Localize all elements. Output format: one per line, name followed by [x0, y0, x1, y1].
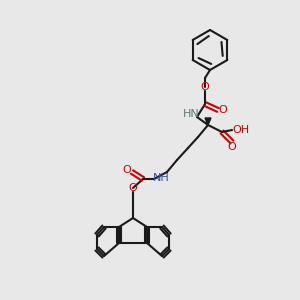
- Text: HN: HN: [183, 109, 200, 119]
- Text: O: O: [228, 142, 236, 152]
- Text: OH: OH: [232, 125, 250, 135]
- Text: O: O: [201, 82, 209, 92]
- Text: O: O: [123, 165, 131, 175]
- Text: O: O: [219, 105, 227, 115]
- Text: NH: NH: [153, 173, 169, 183]
- Polygon shape: [205, 118, 211, 125]
- Text: O: O: [129, 183, 137, 193]
